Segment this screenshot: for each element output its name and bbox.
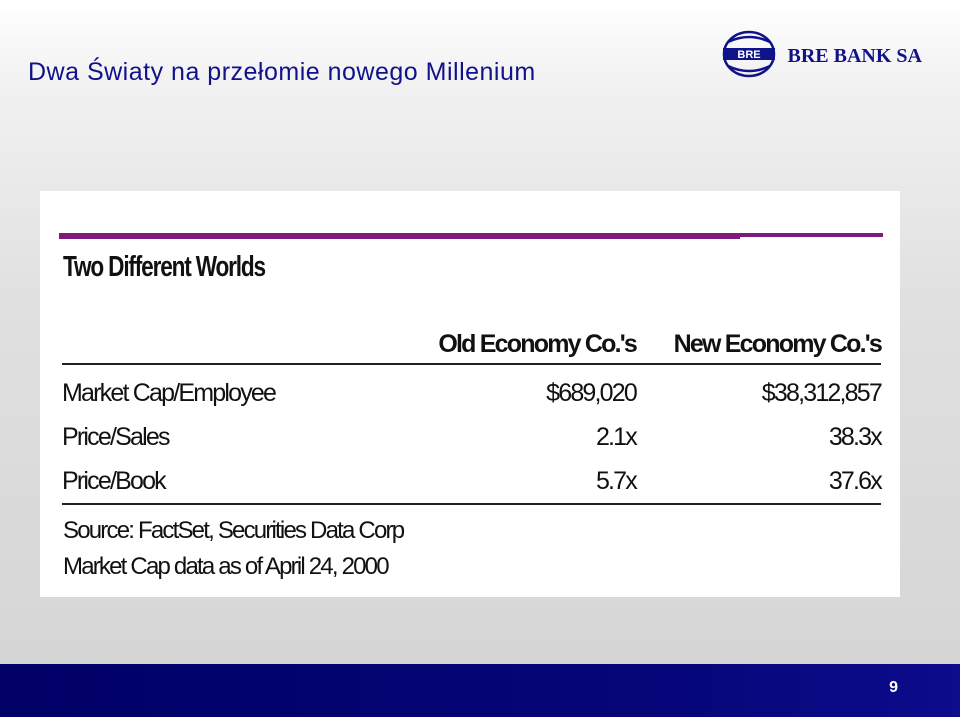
- brand-header: BRE BRE BANK SA: [722, 30, 922, 78]
- figure-top-rule: [59, 233, 883, 239]
- old-economy-value: 2.1x: [595, 422, 638, 451]
- source-note: Source: FactSet, Securities Data Corp Ma…: [63, 513, 405, 585]
- column-header-new-economy: New Economy Co.'s: [673, 330, 883, 358]
- row-label: Market Cap/Employee: [62, 378, 277, 407]
- table-figure: Two Different Worlds Old Economy Co.'s N…: [40, 191, 900, 597]
- column-header-metric: [62, 319, 384, 364]
- source-line: Market Cap data as of April 24, 2000: [63, 553, 390, 580]
- old-economy-value: $689,020: [546, 378, 638, 407]
- table-row: Price/Book 5.7x 37.6x: [62, 459, 883, 504]
- old-economy-value: 5.7x: [595, 466, 638, 495]
- row-label: Price/Book: [62, 466, 167, 495]
- new-economy-value: $38,312,857: [761, 378, 883, 407]
- table-row: Price/Sales 2.1x 38.3x: [62, 415, 883, 459]
- page-number: 9: [889, 679, 898, 696]
- brand-name: BRE BANK SA: [787, 44, 922, 67]
- figure-rule-notch: [740, 237, 883, 239]
- bre-bank-logo-icon: BRE: [722, 30, 775, 78]
- new-economy-value: 38.3x: [828, 422, 883, 451]
- table-header-row: Old Economy Co.'s New Economy Co.'s: [62, 319, 883, 364]
- new-economy-value: 37.6x: [828, 466, 883, 495]
- slide-title: Dwa Światy na przełomie nowego Millenium: [28, 58, 536, 86]
- figure-heading: Two Different Worlds: [63, 251, 266, 283]
- svg-text:BRE: BRE: [737, 49, 760, 61]
- column-header-old-economy: Old Economy Co.'s: [438, 330, 637, 358]
- comparison-table: Old Economy Co.'s New Economy Co.'s Mark…: [62, 319, 883, 505]
- footer-bar: 9: [0, 664, 960, 717]
- row-label: Price/Sales: [62, 422, 170, 451]
- source-line: Source: FactSet, Securities Data Corp: [63, 517, 405, 544]
- table-row: Market Cap/Employee $689,020 $38,312,857: [62, 364, 883, 415]
